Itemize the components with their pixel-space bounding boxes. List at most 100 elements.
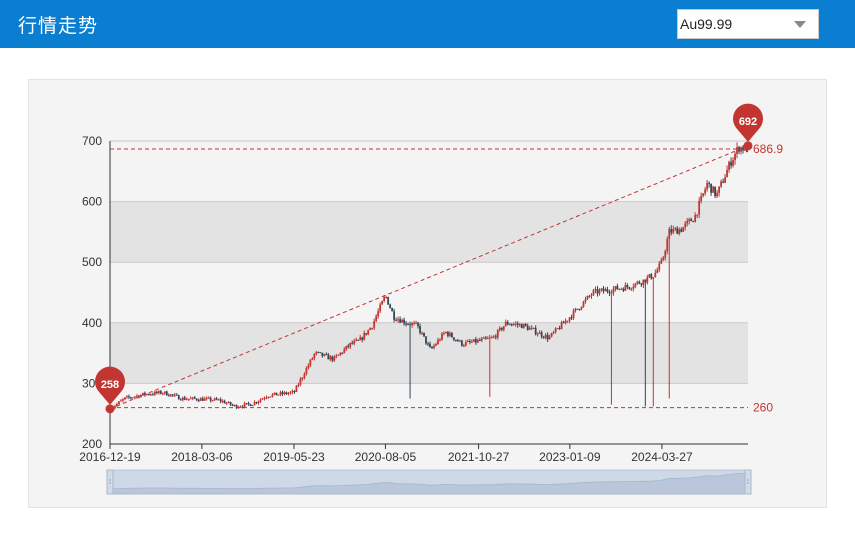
candle-body: [221, 400, 224, 402]
candle-body: [165, 391, 168, 396]
candle-body: [508, 324, 511, 326]
candle-body: [614, 286, 617, 289]
candle-body: [315, 351, 318, 354]
candle-body: [692, 221, 695, 223]
candle-body: [626, 285, 629, 288]
candle-body: [233, 405, 236, 407]
candle-body: [283, 392, 286, 395]
candle-body: [472, 339, 475, 342]
contract-select[interactable]: Au99.99: [677, 9, 819, 39]
candle-body: [542, 336, 545, 338]
candle-body: [594, 289, 597, 291]
candle-body: [235, 405, 238, 409]
candle-body: [726, 169, 728, 178]
x-tick-label: 2020-08-05: [355, 450, 417, 464]
candle-body: [524, 323, 527, 326]
candle-body: [668, 229, 671, 239]
candle-body: [580, 306, 583, 310]
candle-body: [229, 402, 232, 405]
candle-body: [313, 353, 316, 359]
candle-body: [411, 323, 413, 326]
candle-body: [474, 339, 477, 343]
candle-body: [596, 289, 599, 294]
drag-handle-icon[interactable]: [744, 469, 752, 495]
candle-body: [592, 290, 595, 295]
mark-line-label: 260: [753, 401, 773, 415]
candle-body: [636, 281, 639, 284]
zoom-window: [110, 470, 748, 494]
candle-body: [490, 337, 493, 339]
candle-body: [143, 392, 146, 395]
candle-body: [427, 343, 429, 345]
candle-body: [331, 356, 334, 361]
candle-body: [702, 193, 705, 196]
candle-body: [339, 352, 342, 355]
candle-body: [656, 269, 659, 273]
candle-body: [363, 333, 366, 340]
candle-body: [369, 328, 372, 330]
candle-body: [608, 291, 611, 293]
candle-body: [510, 324, 513, 326]
candle-body: [405, 323, 407, 325]
candle-body: [602, 288, 605, 292]
grid-band: [110, 262, 748, 323]
candle-body: [175, 394, 178, 396]
candle-body: [590, 294, 593, 296]
candle-body: [526, 325, 529, 330]
candle-body: [646, 277, 649, 283]
candle-body: [293, 391, 296, 393]
candle-body: [399, 319, 401, 323]
candle-body: [323, 354, 326, 356]
candle-body: [219, 399, 222, 402]
candle-body: [333, 356, 336, 361]
candle-body: [712, 186, 715, 193]
candle-body: [730, 161, 732, 166]
candle-body: [423, 332, 425, 337]
candle-body: [606, 289, 609, 292]
candle-body: [385, 296, 388, 298]
candle-body: [393, 311, 396, 320]
candle-body: [638, 281, 641, 284]
candle-body: [435, 344, 437, 346]
candle-body: [419, 326, 421, 333]
candle-body: [118, 401, 120, 404]
candle-body: [147, 393, 150, 395]
candle-body: [116, 403, 118, 407]
candle-body: [544, 334, 547, 338]
candle-body: [295, 385, 298, 392]
candle-body: [215, 398, 218, 400]
candle-body: [534, 328, 537, 335]
candle-body: [724, 177, 726, 183]
candle-body: [193, 397, 196, 399]
candle-body: [359, 337, 362, 341]
candle-body: [299, 379, 302, 385]
candle-body: [716, 192, 718, 197]
candle-body: [177, 395, 180, 400]
candle-body: [379, 304, 382, 312]
candle-body: [337, 354, 340, 356]
candle-body: [568, 317, 571, 321]
candle-body: [421, 332, 423, 334]
candle-body: [153, 391, 156, 395]
candle-body: [652, 277, 655, 279]
candle-body: [662, 257, 665, 261]
candle-body: [722, 181, 724, 183]
candle-body: [319, 352, 322, 354]
candle-body: [488, 337, 491, 339]
candle-body: [357, 339, 360, 341]
candle-body: [173, 394, 176, 396]
candle-body: [349, 342, 352, 347]
candle-body: [482, 337, 485, 339]
drag-handle-icon[interactable]: [106, 469, 114, 495]
candle-body: [732, 160, 734, 166]
candle-body: [584, 299, 587, 302]
candle-body: [381, 301, 384, 305]
candle-body: [556, 328, 559, 330]
candle-body: [134, 396, 136, 398]
candle-body: [548, 336, 551, 340]
candle-body: [183, 397, 186, 400]
candle-body: [708, 182, 711, 184]
candle-body: [628, 287, 631, 289]
candle-body: [387, 296, 390, 305]
candle-body: [425, 336, 427, 344]
